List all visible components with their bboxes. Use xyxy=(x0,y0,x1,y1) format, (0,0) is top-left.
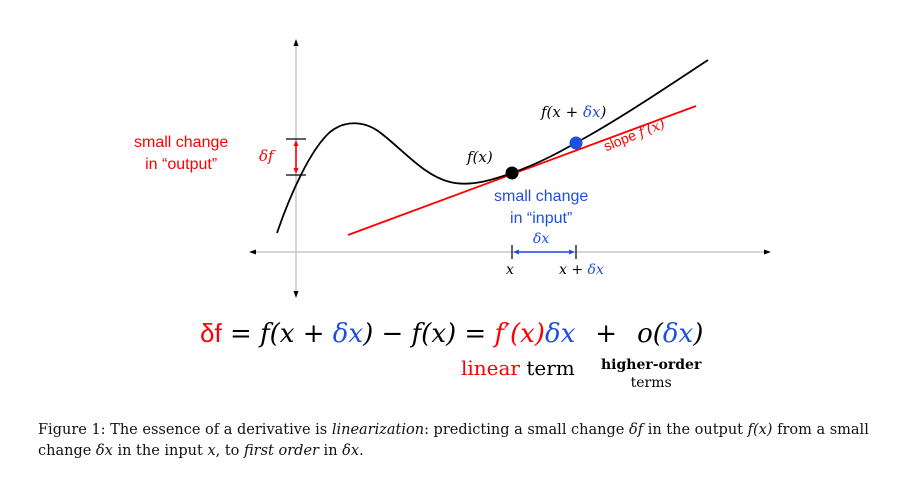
figure-caption: Figure 1: The essence of a derivative is… xyxy=(38,420,878,462)
input-change-line-2: in “input” xyxy=(510,210,573,227)
delta-x-label: δx xyxy=(533,231,550,247)
caption-text-5: in the input xyxy=(112,443,208,459)
delta-x-bracket xyxy=(511,245,577,259)
arrow-down-icon xyxy=(293,168,299,174)
y-axis-bottom-arrow-icon xyxy=(293,291,299,298)
derivative-equation: δf = f(x + δx) − f(x) = f′(x)δx + o(δx) xyxy=(200,318,703,349)
y-axis-top-arrow-icon xyxy=(293,39,299,46)
eq-part-1: = f(x + xyxy=(221,319,333,349)
arrow-up-icon xyxy=(293,140,299,146)
term-word: term xyxy=(520,356,575,380)
caption-delta-f: δf xyxy=(628,422,644,438)
terms-word: terms xyxy=(630,375,672,391)
input-change-line-1: small change xyxy=(494,188,589,205)
output-change-line-1: small change xyxy=(134,134,229,151)
x-axis-right-arrow-icon xyxy=(764,249,771,255)
eq-little-o-close: ) xyxy=(693,319,704,349)
caption-text-7: in xyxy=(318,443,343,459)
caption-delta-x: δx xyxy=(95,443,113,459)
output-change-line-2: in “output” xyxy=(145,156,218,173)
eq-little-o-open: o( xyxy=(637,319,663,349)
caption-f-x: f(x) xyxy=(747,422,773,438)
caption-text-1: Figure 1: The essence of a derivative is xyxy=(38,422,332,438)
tangent-line xyxy=(347,105,697,236)
higher-order-terms-label: higher-order terms xyxy=(601,356,701,392)
caption-text-2: : predicting a small change xyxy=(424,422,629,438)
linear-word: linear xyxy=(461,356,520,380)
caption-x: x xyxy=(207,443,216,459)
eq-delta-x-2: δx xyxy=(544,319,576,349)
arrow-right-icon xyxy=(569,249,575,255)
caption-emphasis-linearization: linearization xyxy=(331,422,425,438)
arrow-left-icon xyxy=(513,249,519,255)
eq-delta-x-3: δx xyxy=(662,319,694,349)
x-axis-left-arrow-icon xyxy=(249,249,256,255)
eq-delta-x-1: δx xyxy=(332,319,364,349)
caption-delta-x-end: δx xyxy=(342,443,360,459)
eq-plus: + xyxy=(595,319,618,349)
eq-delta-f: δf xyxy=(200,318,222,348)
delta-f-bracket xyxy=(286,138,306,176)
point-f-x-plus-dx xyxy=(569,136,583,150)
tick-x-plus-dx-label: x + δx xyxy=(559,262,604,278)
caption-text-4: from a small change xyxy=(38,422,869,459)
tick-x-label: x xyxy=(506,262,514,278)
caption-period: . xyxy=(359,443,364,459)
f-x-label: f(x) xyxy=(467,148,493,166)
caption-text-6: , to xyxy=(215,443,245,459)
tick-prefix: x + xyxy=(559,262,588,278)
eq-f-prime: f′(x) xyxy=(494,319,545,349)
caption-emphasis-first-order: first order xyxy=(244,443,319,459)
f-x-plus-dx-suffix: ) xyxy=(600,103,607,121)
output-change-label: small change in “output” xyxy=(134,132,228,176)
function-curve xyxy=(276,59,709,234)
linear-term-label: linear term xyxy=(461,356,575,380)
higher-order-word: higher-order xyxy=(601,357,702,373)
point-f-x xyxy=(505,166,519,180)
delta-f-label: δf xyxy=(259,147,274,165)
f-x-plus-dx-delta: δx xyxy=(582,103,601,121)
f-x-plus-dx-prefix: f(x + xyxy=(541,103,583,121)
tick-delta: δx xyxy=(587,262,604,278)
eq-part-2: ) − f(x) = xyxy=(363,319,495,349)
input-change-label: small change in “input” xyxy=(494,186,588,230)
f-x-plus-dx-label: f(x + δx) xyxy=(541,103,606,121)
caption-text-3: in the output xyxy=(643,422,748,438)
